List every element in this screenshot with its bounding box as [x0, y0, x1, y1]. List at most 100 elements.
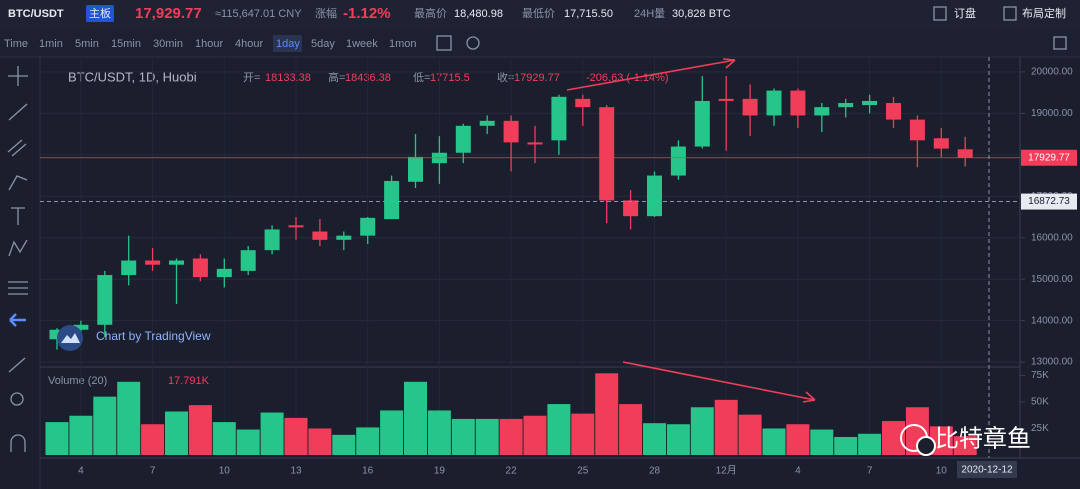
crosshair-price-box: [1021, 193, 1077, 210]
board-badge: [86, 5, 114, 22]
change-label: 涨幅: [315, 7, 337, 20]
volume-bar: [117, 381, 141, 455]
high-label: 最高价: [414, 6, 447, 20]
tool-icon[interactable]: [10, 392, 24, 406]
candle-body: [336, 235, 352, 240]
candle-body: [479, 120, 495, 126]
legend-label: 收=: [497, 70, 514, 84]
candle-body: [623, 200, 639, 217]
interval[interactable]: 1min: [39, 38, 63, 50]
candle-body: [192, 258, 208, 278]
candle-body: [216, 268, 232, 278]
price: 17,929.77: [135, 5, 202, 22]
interval[interactable]: 4hour: [235, 38, 263, 50]
volume-bar: [475, 418, 499, 455]
candle-body: [384, 180, 400, 220]
volume-bar: [380, 410, 404, 455]
candle-body: [933, 138, 949, 149]
x-tick-label: 25: [577, 466, 589, 477]
last-price-label: 17929.77: [1028, 152, 1070, 163]
candle-body: [288, 225, 304, 228]
icon[interactable]: [436, 35, 452, 51]
volume-bar: [810, 429, 834, 455]
plot: 13000.0014000.0015000.0016000.0017000.00…: [40, 57, 1077, 477]
button[interactable]: 订盘: [954, 6, 976, 20]
tool-bar: [7, 66, 28, 452]
icon[interactable]: [1053, 36, 1067, 50]
brand: 比特章鱼: [935, 425, 1031, 452]
volume-bar: [260, 412, 284, 455]
volume-bar: [595, 373, 619, 455]
interval[interactable]: 15min: [111, 38, 141, 50]
tool-icon[interactable]: [8, 66, 28, 86]
candle-body: [169, 260, 184, 265]
y-tick-label: 15000.00: [1031, 274, 1073, 285]
volume: 30,828 BTC: [672, 8, 731, 20]
candle-body: [647, 175, 662, 217]
volume-bar: [882, 421, 905, 455]
volume-bar: [953, 436, 977, 455]
x-tick-label: 4: [795, 466, 801, 477]
y-tick-label: 13000.00: [1031, 357, 1073, 368]
candle-body: [312, 231, 328, 240]
board[interactable]: 主板: [89, 6, 111, 20]
tool-icon[interactable]: [8, 103, 28, 121]
candle-body: [814, 107, 830, 116]
candle-body: [97, 275, 113, 325]
button[interactable]: 布局定制: [1022, 6, 1066, 20]
candle-body: [742, 98, 758, 116]
tool-icon[interactable]: [10, 434, 26, 452]
low: 17,715.50: [564, 8, 613, 20]
candle-body: [360, 217, 376, 236]
candle-body: [240, 250, 256, 271]
legend-value: 18133.38: [265, 72, 311, 84]
x-tick-label: 4: [78, 466, 84, 477]
volume-bar: [666, 424, 690, 455]
annotation-arrow: [566, 58, 736, 91]
interval[interactable]: Time: [4, 38, 28, 50]
volume-bar: [69, 415, 93, 455]
interval[interactable]: 5day: [311, 38, 335, 50]
volume-bar: [643, 423, 666, 455]
tool-icon[interactable]: [7, 139, 27, 157]
wechat-icon: [916, 436, 936, 456]
pair[interactable]: BTC/USDT: [8, 8, 64, 20]
watermark[interactable]: Chart by TradingView: [96, 329, 211, 343]
candle-body: [670, 146, 686, 176]
tool-icon[interactable]: [8, 281, 28, 295]
candle-body: [838, 103, 854, 108]
tool-icon[interactable]: [9, 313, 26, 327]
volume-bar: [714, 399, 738, 455]
y-tick-label: 16000.00: [1031, 232, 1073, 243]
tool-icon[interactable]: [11, 207, 25, 225]
volume-bar: [356, 427, 380, 455]
candle-body: [49, 329, 65, 340]
crosshair-price-label: 16872.73: [1028, 196, 1070, 207]
interval[interactable]: 1week: [346, 38, 378, 50]
icon[interactable]: [466, 36, 480, 50]
x-tick-label: 10: [219, 466, 231, 477]
y-tick-label: 50K: [1031, 397, 1049, 408]
volume-bar: [858, 433, 882, 455]
volume-bar: [332, 434, 356, 455]
volume-bar: [427, 410, 451, 455]
volume-bar: [762, 428, 786, 455]
interval[interactable]: 30min: [153, 38, 183, 50]
tool-icon[interactable]: [8, 239, 28, 257]
active-interval: [273, 35, 302, 52]
interval[interactable]: 1day: [276, 38, 300, 50]
high: 18,480.98: [454, 8, 503, 20]
interval[interactable]: 1hour: [195, 38, 223, 50]
candle-body: [886, 103, 901, 120]
candle-body: [575, 98, 591, 108]
volume-bar: [523, 415, 547, 455]
x-tick-label: 12月: [716, 465, 737, 477]
candle-body: [694, 100, 710, 147]
interval[interactable]: 5min: [75, 38, 99, 50]
tool-icon[interactable]: [8, 357, 26, 373]
volume-last: 17.791K: [168, 375, 210, 387]
interval[interactable]: 1mon: [389, 38, 417, 50]
tool-icon[interactable]: [8, 175, 28, 191]
